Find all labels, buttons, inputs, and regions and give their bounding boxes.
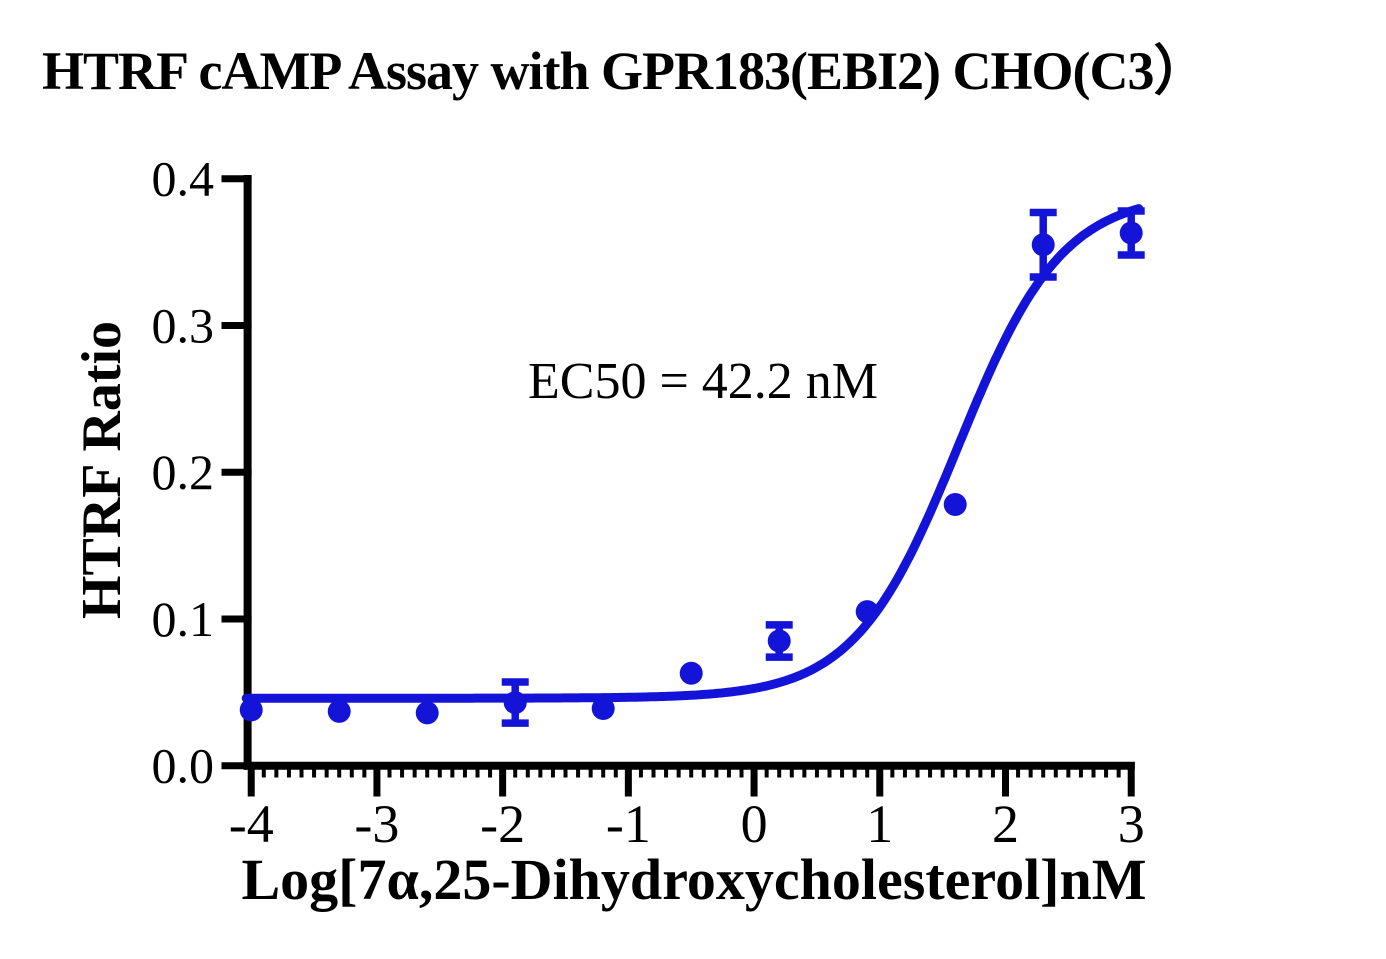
x-tick-label: 1: [866, 794, 893, 854]
data-points: [239, 221, 1143, 725]
x-tick-label: -1: [606, 794, 651, 854]
x-axis-label: Log[7α,25-Dihydroxycholesterol]nM: [241, 847, 1147, 912]
x-tick-label: -4: [229, 794, 274, 854]
x-tick-labels: -4 -3 -2 -1 0 1 2 3: [229, 794, 1145, 854]
y-tick-labels: 0.0 0.1 0.2 0.3 0.4: [152, 151, 215, 794]
fit-curve-path: [241, 204, 1144, 703]
data-point: [415, 701, 439, 725]
y-tick-label: 0.0: [152, 738, 215, 794]
error-bars: [501, 207, 1145, 727]
data-point: [855, 600, 879, 624]
chart-title: HTRF cAMP Assay with GPR183(EBI2) CHO(C3…: [42, 41, 1207, 101]
x-major-ticks: [247, 762, 1135, 797]
data-point: [767, 629, 791, 653]
data-point: [943, 492, 967, 516]
data-point: [1031, 233, 1055, 257]
data-point: [679, 661, 703, 685]
x-tick-label: -3: [354, 794, 399, 854]
dose-response-curve: [241, 204, 1144, 703]
x-tick-label: 2: [992, 794, 1019, 854]
ec50-annotation: EC50 = 42.2 nM: [528, 353, 879, 410]
y-tick-label: 0.4: [152, 151, 215, 207]
x-tick-label: -2: [480, 794, 525, 854]
y-major-ticks: [221, 175, 252, 770]
x-tick-label: 0: [741, 794, 768, 854]
data-point: [1119, 221, 1143, 245]
y-tick-label: 0.3: [152, 297, 215, 353]
y-tick-label: 0.1: [152, 591, 215, 647]
x-tick-label: 3: [1118, 794, 1145, 854]
data-point: [239, 698, 263, 722]
y-tick-label: 0.2: [152, 444, 215, 500]
data-point: [503, 691, 527, 715]
data-point: [591, 696, 615, 720]
data-point: [327, 699, 351, 723]
